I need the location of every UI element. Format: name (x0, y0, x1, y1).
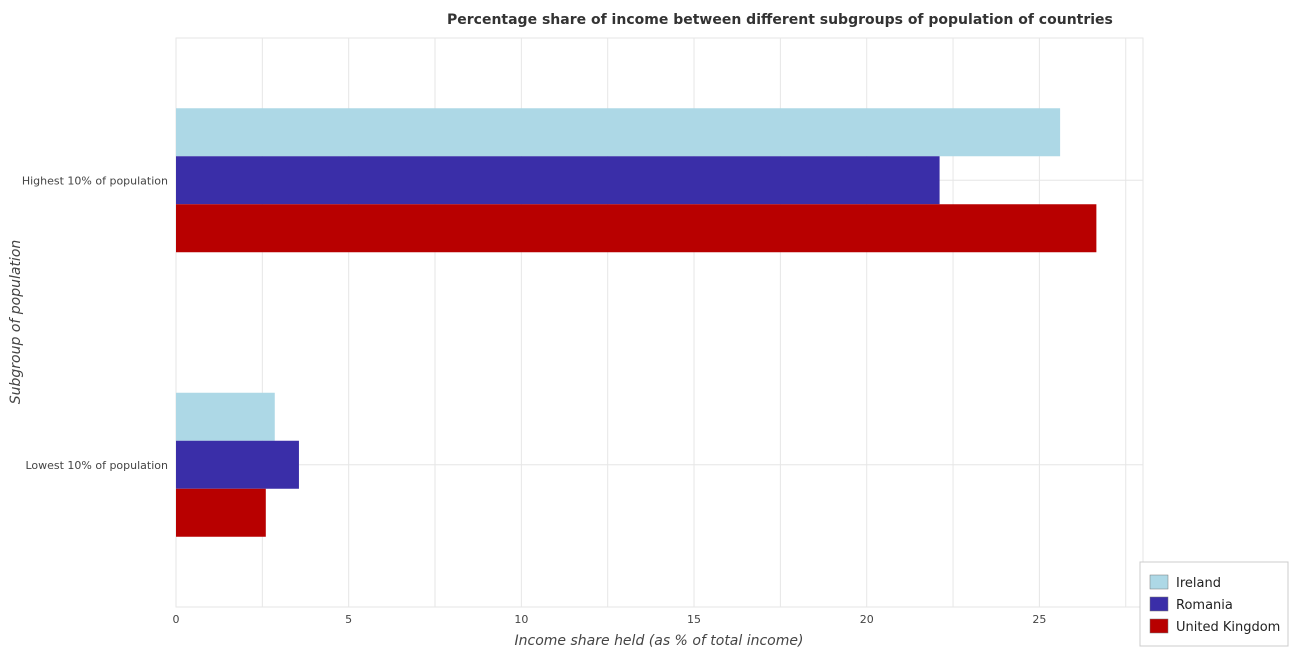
legend-label: Romania (1176, 598, 1233, 613)
x-axis-ticks: 0 5 10 15 20 25 (173, 613, 1047, 626)
legend-label: Ireland (1176, 576, 1221, 591)
y-axis-label: Subgroup of population (8, 240, 24, 405)
plot-frame (175, 37, 1144, 608)
y-tick-label: Lowest 10% of population (25, 459, 168, 472)
bar-romania (176, 156, 940, 205)
legend-label: United Kingdom (1176, 620, 1280, 635)
x-tick-label: 20 (860, 613, 874, 626)
bar-ireland (176, 108, 1061, 157)
y-tick-label: Highest 10% of population (22, 174, 168, 187)
bars (176, 108, 1097, 537)
bar-united-kingdom (176, 204, 1097, 253)
x-tick-label: 25 (1032, 613, 1046, 626)
x-tick-label: 0 (173, 613, 180, 626)
legend-swatch (1149, 596, 1169, 612)
x-tick-label: 5 (345, 613, 352, 626)
x-axis-label: Income share held (as % of total income) (515, 633, 804, 649)
x-tick-label: 10 (514, 613, 528, 626)
legend-swatch (1149, 574, 1169, 590)
chart-title: Percentage share of income between diffe… (447, 12, 1113, 28)
y-axis-ticks: Highest 10% of population Lowest 10% of p… (22, 174, 168, 472)
legend: Ireland Romania United Kingdom (1139, 561, 1289, 647)
bar-united-kingdom (176, 488, 266, 537)
bar-romania (176, 440, 299, 489)
bar-ireland (176, 392, 275, 441)
legend-swatch (1149, 618, 1169, 634)
x-tick-label: 15 (687, 613, 701, 626)
